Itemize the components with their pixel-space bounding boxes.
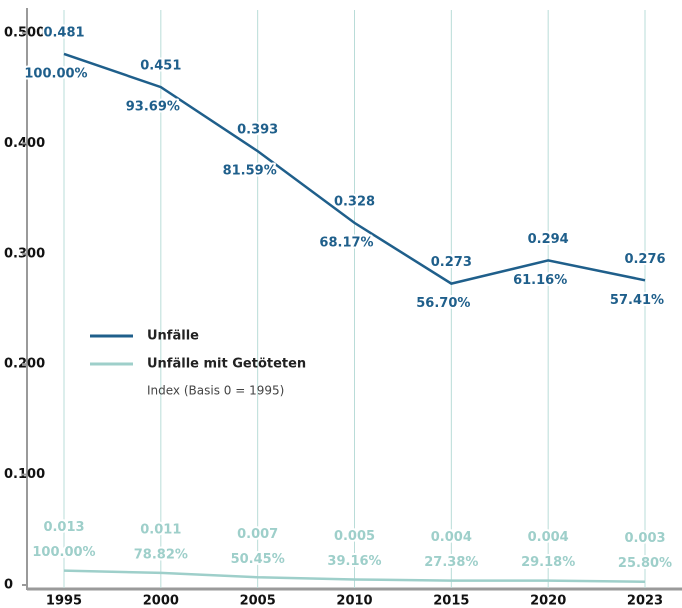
value-label: 0.011 xyxy=(140,522,181,537)
index-label: 61.16% xyxy=(513,273,567,288)
series-line xyxy=(63,569,646,583)
index-label: 100.00% xyxy=(24,66,87,81)
index-label: 25.80% xyxy=(618,556,672,571)
value-label: 0.273 xyxy=(431,255,472,270)
index-label: 78.82% xyxy=(134,547,188,562)
series-line xyxy=(63,52,646,285)
legend-note: Index (Basis 0 = 1995) xyxy=(147,384,284,398)
index-label: 27.38% xyxy=(424,555,478,570)
x-tick-label: 2015 xyxy=(433,594,469,608)
value-label: 0.007 xyxy=(237,527,278,542)
value-label: 0.004 xyxy=(431,530,472,545)
index-label: 68.17% xyxy=(319,235,373,250)
value-label: 0.328 xyxy=(334,194,375,209)
value-label: 0.004 xyxy=(528,530,569,545)
value-label: 0.481 xyxy=(43,25,84,40)
x-tick-label: 2000 xyxy=(143,594,179,608)
x-tick-label: 2020 xyxy=(530,594,566,608)
value-label: 0.005 xyxy=(334,529,375,544)
index-label: 57.41% xyxy=(610,293,664,308)
index-label: 50.45% xyxy=(231,552,285,567)
value-label: 0.276 xyxy=(624,252,665,267)
index-label: 93.69% xyxy=(126,100,180,115)
x-tick-label: 2005 xyxy=(240,594,276,608)
legend-label: Unfälle mit Getöteten xyxy=(147,357,306,372)
x-tick-label: 1995 xyxy=(46,594,82,608)
value-label: 0.003 xyxy=(624,531,665,546)
index-label: 56.70% xyxy=(416,296,470,311)
legend-label: Unfälle xyxy=(147,329,199,344)
index-label: 100.00% xyxy=(32,545,95,560)
value-label: 0.013 xyxy=(43,520,84,535)
value-label: 0.451 xyxy=(140,59,181,74)
index-label: 81.59% xyxy=(223,164,277,179)
x-tick-label: 2010 xyxy=(336,594,372,608)
x-tick-label: 2023 xyxy=(627,594,663,608)
y-tick-label: 0 xyxy=(4,578,13,593)
index-label: 29.18% xyxy=(521,555,575,570)
index-label: 39.16% xyxy=(327,554,381,569)
value-label: 0.393 xyxy=(237,123,278,138)
value-label: 0.294 xyxy=(528,232,569,247)
